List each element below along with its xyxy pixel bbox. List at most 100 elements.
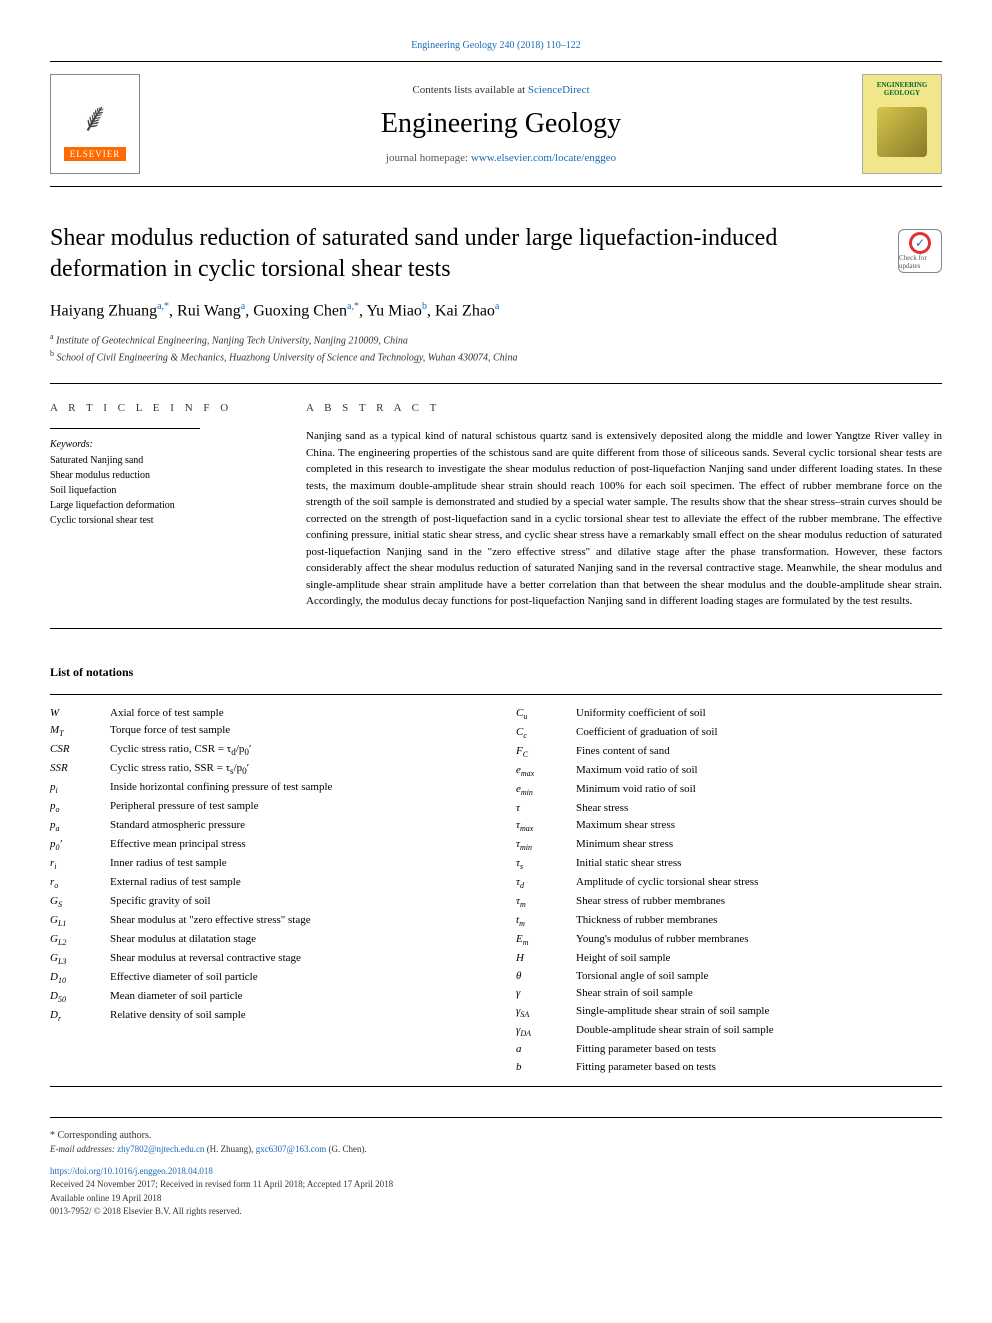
sciencedirect-link[interactable]: ScienceDirect bbox=[528, 84, 590, 96]
affiliations: a Institute of Geotechnical Engineering,… bbox=[50, 331, 942, 366]
homepage-link[interactable]: www.elsevier.com/locate/enggeo bbox=[471, 152, 616, 164]
notation-row: aFitting parameter based on tests bbox=[516, 1041, 942, 1059]
notation-description: Inner radius of test sample bbox=[110, 855, 476, 874]
article-title: Shear modulus reduction of saturated san… bbox=[50, 223, 942, 285]
notation-symbol: D10 bbox=[50, 969, 110, 988]
notation-description: Mean diameter of soil particle bbox=[110, 988, 476, 1007]
notation-description: Shear modulus at reversal contractive st… bbox=[110, 950, 476, 969]
notation-row: SSRCyclic stress ratio, SSR = τs/p0′ bbox=[50, 760, 476, 779]
notation-row: γSASingle-amplitude shear strain of soil… bbox=[516, 1003, 942, 1022]
check-updates-badge[interactable]: ✓ Check for updates bbox=[898, 229, 942, 273]
check-updates-label: Check for updates bbox=[899, 254, 941, 270]
notation-symbol: b bbox=[516, 1059, 576, 1077]
elsevier-brand: ELSEVIER bbox=[64, 147, 127, 161]
notation-row: eminMinimum void ratio of soil bbox=[516, 781, 942, 800]
notation-row: emaxMaximum void ratio of soil bbox=[516, 762, 942, 781]
notation-symbol: τs bbox=[516, 855, 576, 874]
notation-row: roExternal radius of test sample bbox=[50, 874, 476, 893]
footer: * Corresponding authors. E-mail addresse… bbox=[50, 1117, 942, 1219]
journal-cover: ENGINEERING GEOLOGY bbox=[862, 74, 942, 174]
notation-description: Single-amplitude shear strain of soil sa… bbox=[576, 1003, 942, 1022]
notation-symbol: τmax bbox=[516, 817, 576, 836]
notations-section: List of notations WAxial force of test s… bbox=[50, 665, 942, 1087]
contents-prefix: Contents lists available at bbox=[412, 84, 527, 96]
notation-description: Shear stress bbox=[576, 800, 942, 818]
doi-link[interactable]: https://doi.org/10.1016/j.enggeo.2018.04… bbox=[50, 1166, 213, 1176]
notation-symbol: emin bbox=[516, 781, 576, 800]
notation-symbol: CSR bbox=[50, 741, 110, 760]
article-info: A R T I C L E I N F O Keywords: Saturate… bbox=[50, 402, 270, 610]
notation-symbol: GL1 bbox=[50, 912, 110, 931]
notation-row: D10Effective diameter of soil particle bbox=[50, 969, 476, 988]
notation-row: τmShear stress of rubber membranes bbox=[516, 893, 942, 912]
notation-symbol: W bbox=[50, 705, 110, 723]
notation-row: GL2Shear modulus at dilatation stage bbox=[50, 931, 476, 950]
elsevier-logo: ⸙ ELSEVIER bbox=[50, 74, 140, 174]
notation-description: Effective mean principal stress bbox=[110, 836, 476, 855]
notation-row: γDADouble-amplitude shear strain of soil… bbox=[516, 1022, 942, 1041]
notation-symbol: GS bbox=[50, 893, 110, 912]
notation-row: τsInitial static shear stress bbox=[516, 855, 942, 874]
notation-symbol: po bbox=[50, 798, 110, 817]
article-info-heading: A R T I C L E I N F O bbox=[50, 402, 270, 414]
notation-description: Torsional angle of soil sample bbox=[576, 968, 942, 986]
notation-row: paStandard atmospheric pressure bbox=[50, 817, 476, 836]
elsevier-tree-icon: ⸙ bbox=[80, 88, 110, 143]
notation-symbol: H bbox=[516, 950, 576, 968]
notation-symbol: D50 bbox=[50, 988, 110, 1007]
keywords-list: Saturated Nanjing sandShear modulus redu… bbox=[50, 453, 270, 528]
info-abstract-row: A R T I C L E I N F O Keywords: Saturate… bbox=[50, 402, 942, 610]
notation-row: γShear strain of soil sample bbox=[516, 985, 942, 1003]
notation-symbol: ri bbox=[50, 855, 110, 874]
abstract: A B S T R A C T Nanjing sand as a typica… bbox=[306, 402, 942, 610]
notation-description: Minimum void ratio of soil bbox=[576, 781, 942, 800]
contents-line: Contents lists available at ScienceDirec… bbox=[140, 84, 862, 96]
notation-row: D50Mean diameter of soil particle bbox=[50, 988, 476, 1007]
notations-rule bbox=[50, 694, 942, 695]
keyword-item: Saturated Nanjing sand bbox=[50, 453, 270, 468]
notation-symbol: τ bbox=[516, 800, 576, 818]
notation-description: Thickness of rubber membranes bbox=[576, 912, 942, 931]
affiliation-line: a Institute of Geotechnical Engineering,… bbox=[50, 331, 942, 348]
notation-description: Fitting parameter based on tests bbox=[576, 1059, 942, 1077]
notation-symbol: Dr bbox=[50, 1007, 110, 1026]
notation-row: τminMinimum shear stress bbox=[516, 836, 942, 855]
notation-row: GL3Shear modulus at reversal contractive… bbox=[50, 950, 476, 969]
notation-description: Torque force of test sample bbox=[110, 722, 476, 741]
notation-row: DrRelative density of soil sample bbox=[50, 1007, 476, 1026]
notation-symbol: GL3 bbox=[50, 950, 110, 969]
check-updates-icon: ✓ bbox=[909, 232, 931, 254]
affiliation-line: b School of Civil Engineering & Mechanic… bbox=[50, 348, 942, 365]
notation-symbol: γDA bbox=[516, 1022, 576, 1041]
notation-row: τdAmplitude of cyclic torsional shear st… bbox=[516, 874, 942, 893]
notations-col-right: CuUniformity coefficient of soilCcCoeffi… bbox=[516, 705, 942, 1076]
notation-row: GL1Shear modulus at "zero effective stre… bbox=[50, 912, 476, 931]
notation-description: Amplitude of cyclic torsional shear stre… bbox=[576, 874, 942, 893]
keywords-label: Keywords: bbox=[50, 439, 270, 450]
notation-symbol: θ bbox=[516, 968, 576, 986]
cover-title: ENGINEERING GEOLOGY bbox=[869, 81, 935, 97]
notation-row: τmaxMaximum shear stress bbox=[516, 817, 942, 836]
notation-description: Effective diameter of soil particle bbox=[110, 969, 476, 988]
notation-symbol: emax bbox=[516, 762, 576, 781]
corresponding-authors: * Corresponding authors. bbox=[50, 1128, 942, 1143]
cover-art-icon bbox=[877, 107, 927, 157]
notation-description: Minimum shear stress bbox=[576, 836, 942, 855]
notation-description: Coefficient of graduation of soil bbox=[576, 724, 942, 743]
notation-symbol: γSA bbox=[516, 1003, 576, 1022]
emails: zhy7802@njtech.edu.cn (H. Zhuang), gxc63… bbox=[117, 1144, 367, 1154]
notations-heading: List of notations bbox=[50, 665, 942, 680]
email-label: E-mail addresses: bbox=[50, 1144, 117, 1154]
notation-description: Shear modulus at "zero effective stress"… bbox=[110, 912, 476, 931]
notation-symbol: p0′ bbox=[50, 836, 110, 855]
notations-col-left: WAxial force of test sampleMTTorque forc… bbox=[50, 705, 476, 1076]
notation-description: Specific gravity of soil bbox=[110, 893, 476, 912]
notation-description: Axial force of test sample bbox=[110, 705, 476, 723]
article-header: Shear modulus reduction of saturated san… bbox=[50, 223, 942, 365]
header-center: Contents lists available at ScienceDirec… bbox=[140, 84, 862, 164]
notation-row: θTorsional angle of soil sample bbox=[516, 968, 942, 986]
notation-description: Uniformity coefficient of soil bbox=[576, 705, 942, 724]
notation-description: Cyclic stress ratio, CSR = τd/p0′ bbox=[110, 741, 476, 760]
homepage-line: journal homepage: www.elsevier.com/locat… bbox=[140, 152, 862, 164]
notation-row: EmYoung's modulus of rubber membranes bbox=[516, 931, 942, 950]
